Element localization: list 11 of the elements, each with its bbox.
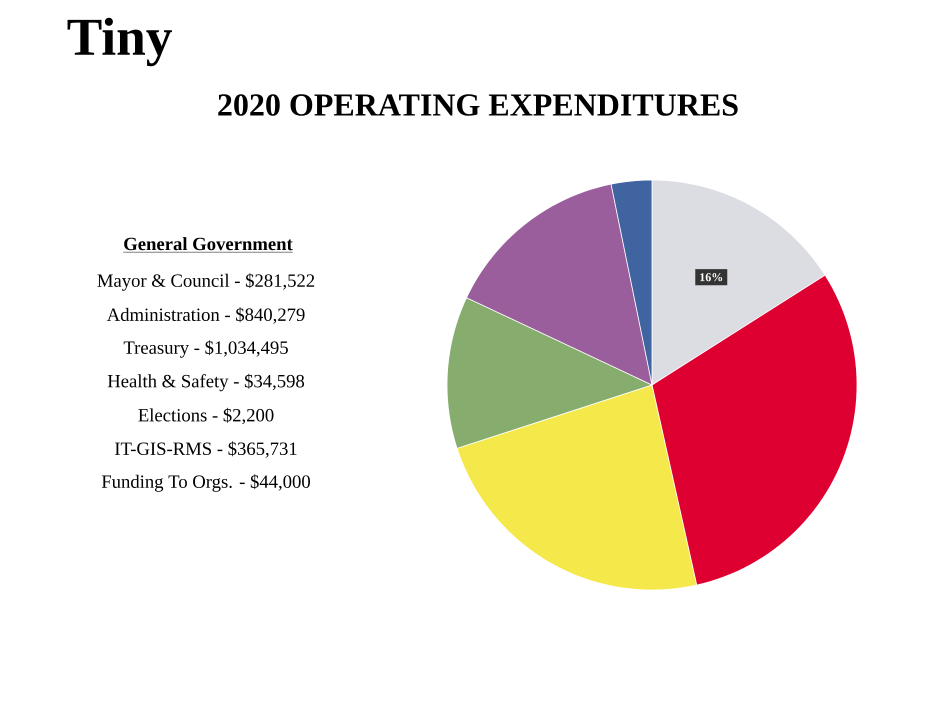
text: Funding To Orgs. - $44,000 [102, 474, 310, 492]
text: General Government [124, 237, 293, 250]
chart-title: 2020 OPERATING EXPENDITURES [218, 94, 738, 116]
text: Elections - $2,200 [138, 408, 274, 424]
text: Mayor & Council - $281,522 [97, 273, 314, 291]
text: IT-GIS-RMS - $365,731 [114, 441, 297, 458]
text: Treasury - $1,034,495 [124, 340, 288, 358]
text: Health & Safety - $34,598 [108, 374, 304, 392]
text: Administration - $840,279 [106, 307, 305, 324]
data-label: 16% [700, 273, 722, 282]
text: Tiny [68, 18, 172, 66]
